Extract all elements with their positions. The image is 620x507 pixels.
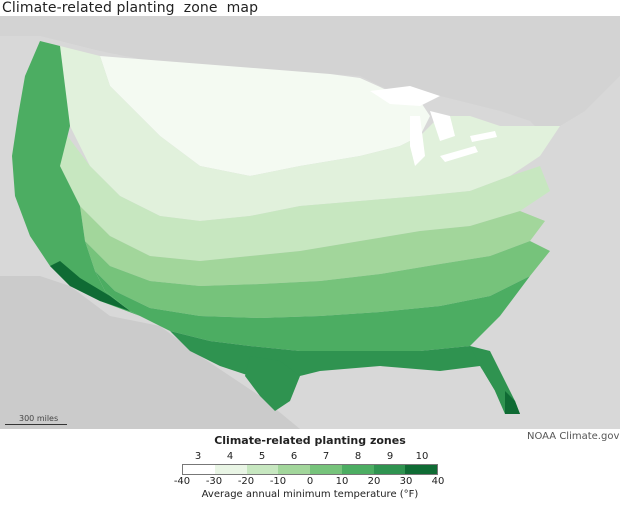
legend-color-bar (182, 464, 438, 475)
temp-label: -40 (173, 476, 191, 487)
zone-label: 6 (290, 451, 298, 462)
scale-bar (5, 424, 67, 425)
lake-huron (430, 111, 455, 141)
zone-7-region (85, 241, 550, 318)
zone-label: 4 (226, 451, 234, 462)
lake-michigan (410, 116, 425, 166)
legend-subtitle: Average annual minimum temperature (°F) (201, 489, 419, 500)
lake-superior (370, 86, 440, 106)
temp-label: 40 (431, 476, 445, 487)
planting-zone-map (0, 16, 620, 429)
zone-8-region (95, 271, 530, 351)
scale-bar-label: 300 miles (19, 414, 59, 423)
zone-10-region (50, 261, 130, 311)
legend-zone-labels: 3 4 5 6 7 8 9 10 (182, 451, 438, 463)
legend-swatch (310, 465, 342, 474)
zone-label: 10 (415, 451, 429, 462)
zone-label: 8 (354, 451, 362, 462)
temp-label: -10 (269, 476, 287, 487)
source-credit: NOAA Climate.gov (527, 431, 620, 442)
west-coast-zones (12, 41, 170, 331)
legend-swatch (183, 465, 215, 474)
legend-swatch (405, 465, 437, 474)
zone-4-region (60, 46, 560, 221)
zone-3-region (100, 56, 430, 176)
temp-label: -30 (205, 476, 223, 487)
lake-erie (440, 146, 478, 162)
zone-label: 5 (258, 451, 266, 462)
mexico-landmass (0, 276, 300, 429)
temp-label: 20 (367, 476, 381, 487)
legend-title: Climate-related planting zones (214, 434, 406, 447)
legend-swatch (246, 465, 279, 474)
zone-label: 9 (386, 451, 394, 462)
map-title: Climate-related planting zone map (2, 0, 259, 16)
temp-label: -20 (237, 476, 255, 487)
legend-swatch (214, 465, 247, 474)
zone-6-region (80, 206, 545, 286)
texas-zone-9 (245, 356, 300, 411)
zone-label: 7 (322, 451, 330, 462)
zone-label: 3 (194, 451, 202, 462)
florida-zone-10 (505, 391, 520, 414)
canada-landmass (0, 16, 620, 136)
legend-swatch (278, 465, 310, 474)
temp-label: 0 (306, 476, 314, 487)
temp-label: 30 (399, 476, 413, 487)
temp-label: 10 (335, 476, 349, 487)
legend-swatch (341, 465, 374, 474)
gulf-of-mexico (300, 366, 495, 429)
us-zone-map-svg (0, 16, 620, 429)
lake-ontario (470, 131, 497, 142)
legend-temperature-labels: -40 -30 -20 -10 0 10 20 30 40 (174, 476, 445, 488)
legend-swatch (373, 465, 406, 474)
zone-5-region (60, 126, 550, 261)
